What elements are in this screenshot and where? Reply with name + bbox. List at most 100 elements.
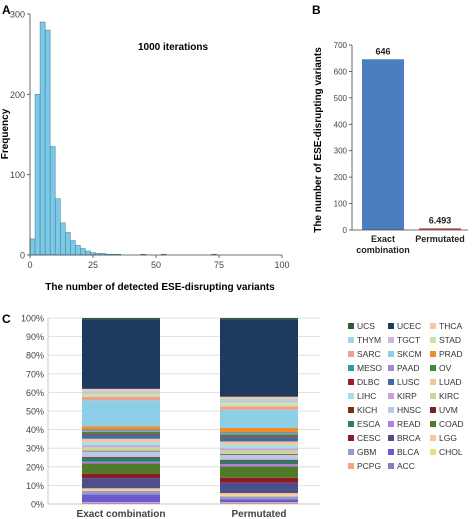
stacked-segment-uvm xyxy=(82,456,160,458)
stacked-segment-read xyxy=(82,461,160,464)
histogram-y-label: Frequency xyxy=(0,108,11,159)
stacked-segment-ucs xyxy=(82,318,160,320)
stacked-segment-hnsc xyxy=(82,451,160,457)
histogram-bar xyxy=(80,248,86,256)
stacked-segment-coad xyxy=(82,463,160,474)
stacked-segment-sarc xyxy=(220,406,298,410)
stacked-segment-esca xyxy=(220,460,298,465)
histogram-bar xyxy=(34,94,41,256)
legend-item-dlbc: DLBC xyxy=(348,377,380,387)
histogram-bar xyxy=(85,250,91,256)
legend-label: ESCA xyxy=(357,419,380,429)
legend-item-ucs: UCS xyxy=(348,321,375,331)
legend-label: THCA xyxy=(439,321,462,331)
stacked-segment-ov xyxy=(82,431,160,434)
stacked-segment-paad xyxy=(82,430,160,432)
legend-item-stad: STAD xyxy=(430,335,461,345)
stacked-segment-cesc xyxy=(220,477,298,483)
stacked-y-tick-label: 80% xyxy=(26,351,44,361)
legend-swatch xyxy=(388,421,394,427)
stacked-segment-uvm xyxy=(220,459,298,461)
legend-label: COAD xyxy=(439,419,464,429)
legend-item-lusc: LUSC xyxy=(388,377,420,387)
legend-item-sarc: SARC xyxy=(348,349,381,359)
stacked-y-tick-label: 30% xyxy=(26,444,44,454)
stacked-segment-lihc xyxy=(82,442,160,446)
stacked-segment-kich xyxy=(82,450,160,452)
legend-item-luad: LUAD xyxy=(430,377,462,387)
stacked-y-tick-label: 10% xyxy=(26,481,44,491)
stacked-segment-ov xyxy=(220,434,298,437)
legend-swatch xyxy=(430,435,436,441)
stacked-segment-meso xyxy=(220,432,298,434)
legend-item-tgct: TGCT xyxy=(388,335,420,345)
legend-swatch xyxy=(348,337,354,343)
stacked-segment-chol xyxy=(220,495,298,497)
legend-label: UCS xyxy=(357,321,375,331)
histogram-bar xyxy=(39,21,46,256)
panel-label-c: C xyxy=(2,312,11,326)
legend-swatch xyxy=(348,323,354,329)
stacked-segment-stad xyxy=(82,393,160,397)
legend-item-blca: BLCA xyxy=(388,447,420,457)
legend-item-cesc: CESC xyxy=(348,433,381,443)
stacked-segment-tgct xyxy=(82,392,160,394)
stacked-segment-lgg xyxy=(82,488,160,491)
legend-label: READ xyxy=(397,419,421,429)
legend-label: PCPG xyxy=(357,461,381,471)
legend-item-lgg: LGG xyxy=(430,433,457,443)
legend-item-gbm: GBM xyxy=(348,447,376,457)
stacked-segment-read xyxy=(220,464,298,467)
legend-label: ACC xyxy=(397,461,415,471)
stacked-segment-thca xyxy=(220,396,298,400)
stacked-segment-skcm xyxy=(82,400,160,427)
histogram-x-tick-label: 50 xyxy=(151,260,161,270)
legend-swatch xyxy=(430,379,436,385)
stacked-segment-coad xyxy=(220,466,298,478)
stacked-segment-cesc xyxy=(82,473,160,479)
stacked-segment-ucec xyxy=(82,319,160,389)
stacked-segment-prad xyxy=(220,428,298,433)
legend-label: TGCT xyxy=(397,335,420,345)
legend-swatch xyxy=(348,365,354,371)
legend-label: DLBC xyxy=(357,377,380,387)
legend-label: KICH xyxy=(357,405,377,415)
legend-item-brca: BRCA xyxy=(388,433,421,443)
panel-label-a: A xyxy=(2,3,11,17)
stacked-segment-dlbc xyxy=(220,436,298,438)
stacked-segment-brca xyxy=(220,482,298,494)
stacked-segment-kich xyxy=(220,454,298,455)
histogram-y-tick-label: 100 xyxy=(10,170,25,180)
legend-swatch xyxy=(388,449,394,455)
stacked-segment-ucec xyxy=(220,319,298,397)
legend-swatch xyxy=(430,421,436,427)
legend-label: MESO xyxy=(357,363,382,373)
comparison-category-label: Permutated xyxy=(415,234,465,244)
histogram-x-label: The number of detected ESE-disrupting va… xyxy=(45,282,275,293)
legend-swatch xyxy=(348,435,354,441)
legend-label: LGG xyxy=(439,433,457,443)
legend-item-kirc: KIRC xyxy=(430,391,459,401)
stacked-segment-meso xyxy=(82,429,160,431)
legend-swatch xyxy=(348,421,354,427)
legend-item-kirp: KIRP xyxy=(388,391,417,401)
stacked-segment-kirp xyxy=(82,445,160,448)
legend-swatch xyxy=(348,393,354,399)
legend-item-coad: COAD xyxy=(430,419,464,429)
stacked-segment-pcpg xyxy=(220,502,298,504)
stacked-segment-luad xyxy=(82,438,160,443)
legend-label: LUAD xyxy=(439,377,462,387)
histogram-x-tick-label: 25 xyxy=(88,260,98,270)
panel-label-b: B xyxy=(312,3,321,17)
histogram-x-tick-label: 75 xyxy=(214,260,224,270)
legend-item-read: READ xyxy=(388,419,421,429)
stacked-bar-panel: 0% 10% 20% 30% 40% 50% 60% 70% 80% 90% 100% Exact c… xyxy=(21,314,464,519)
legend-item-ov: OV xyxy=(430,363,452,373)
comparison-category-label: combination xyxy=(356,245,410,255)
histogram-bar xyxy=(75,245,81,256)
stacked-category-label: Exact combination xyxy=(77,509,166,519)
histogram-x-tick-label: 0 xyxy=(27,260,32,270)
legend-swatch xyxy=(388,393,394,399)
legend-swatch xyxy=(348,407,354,413)
